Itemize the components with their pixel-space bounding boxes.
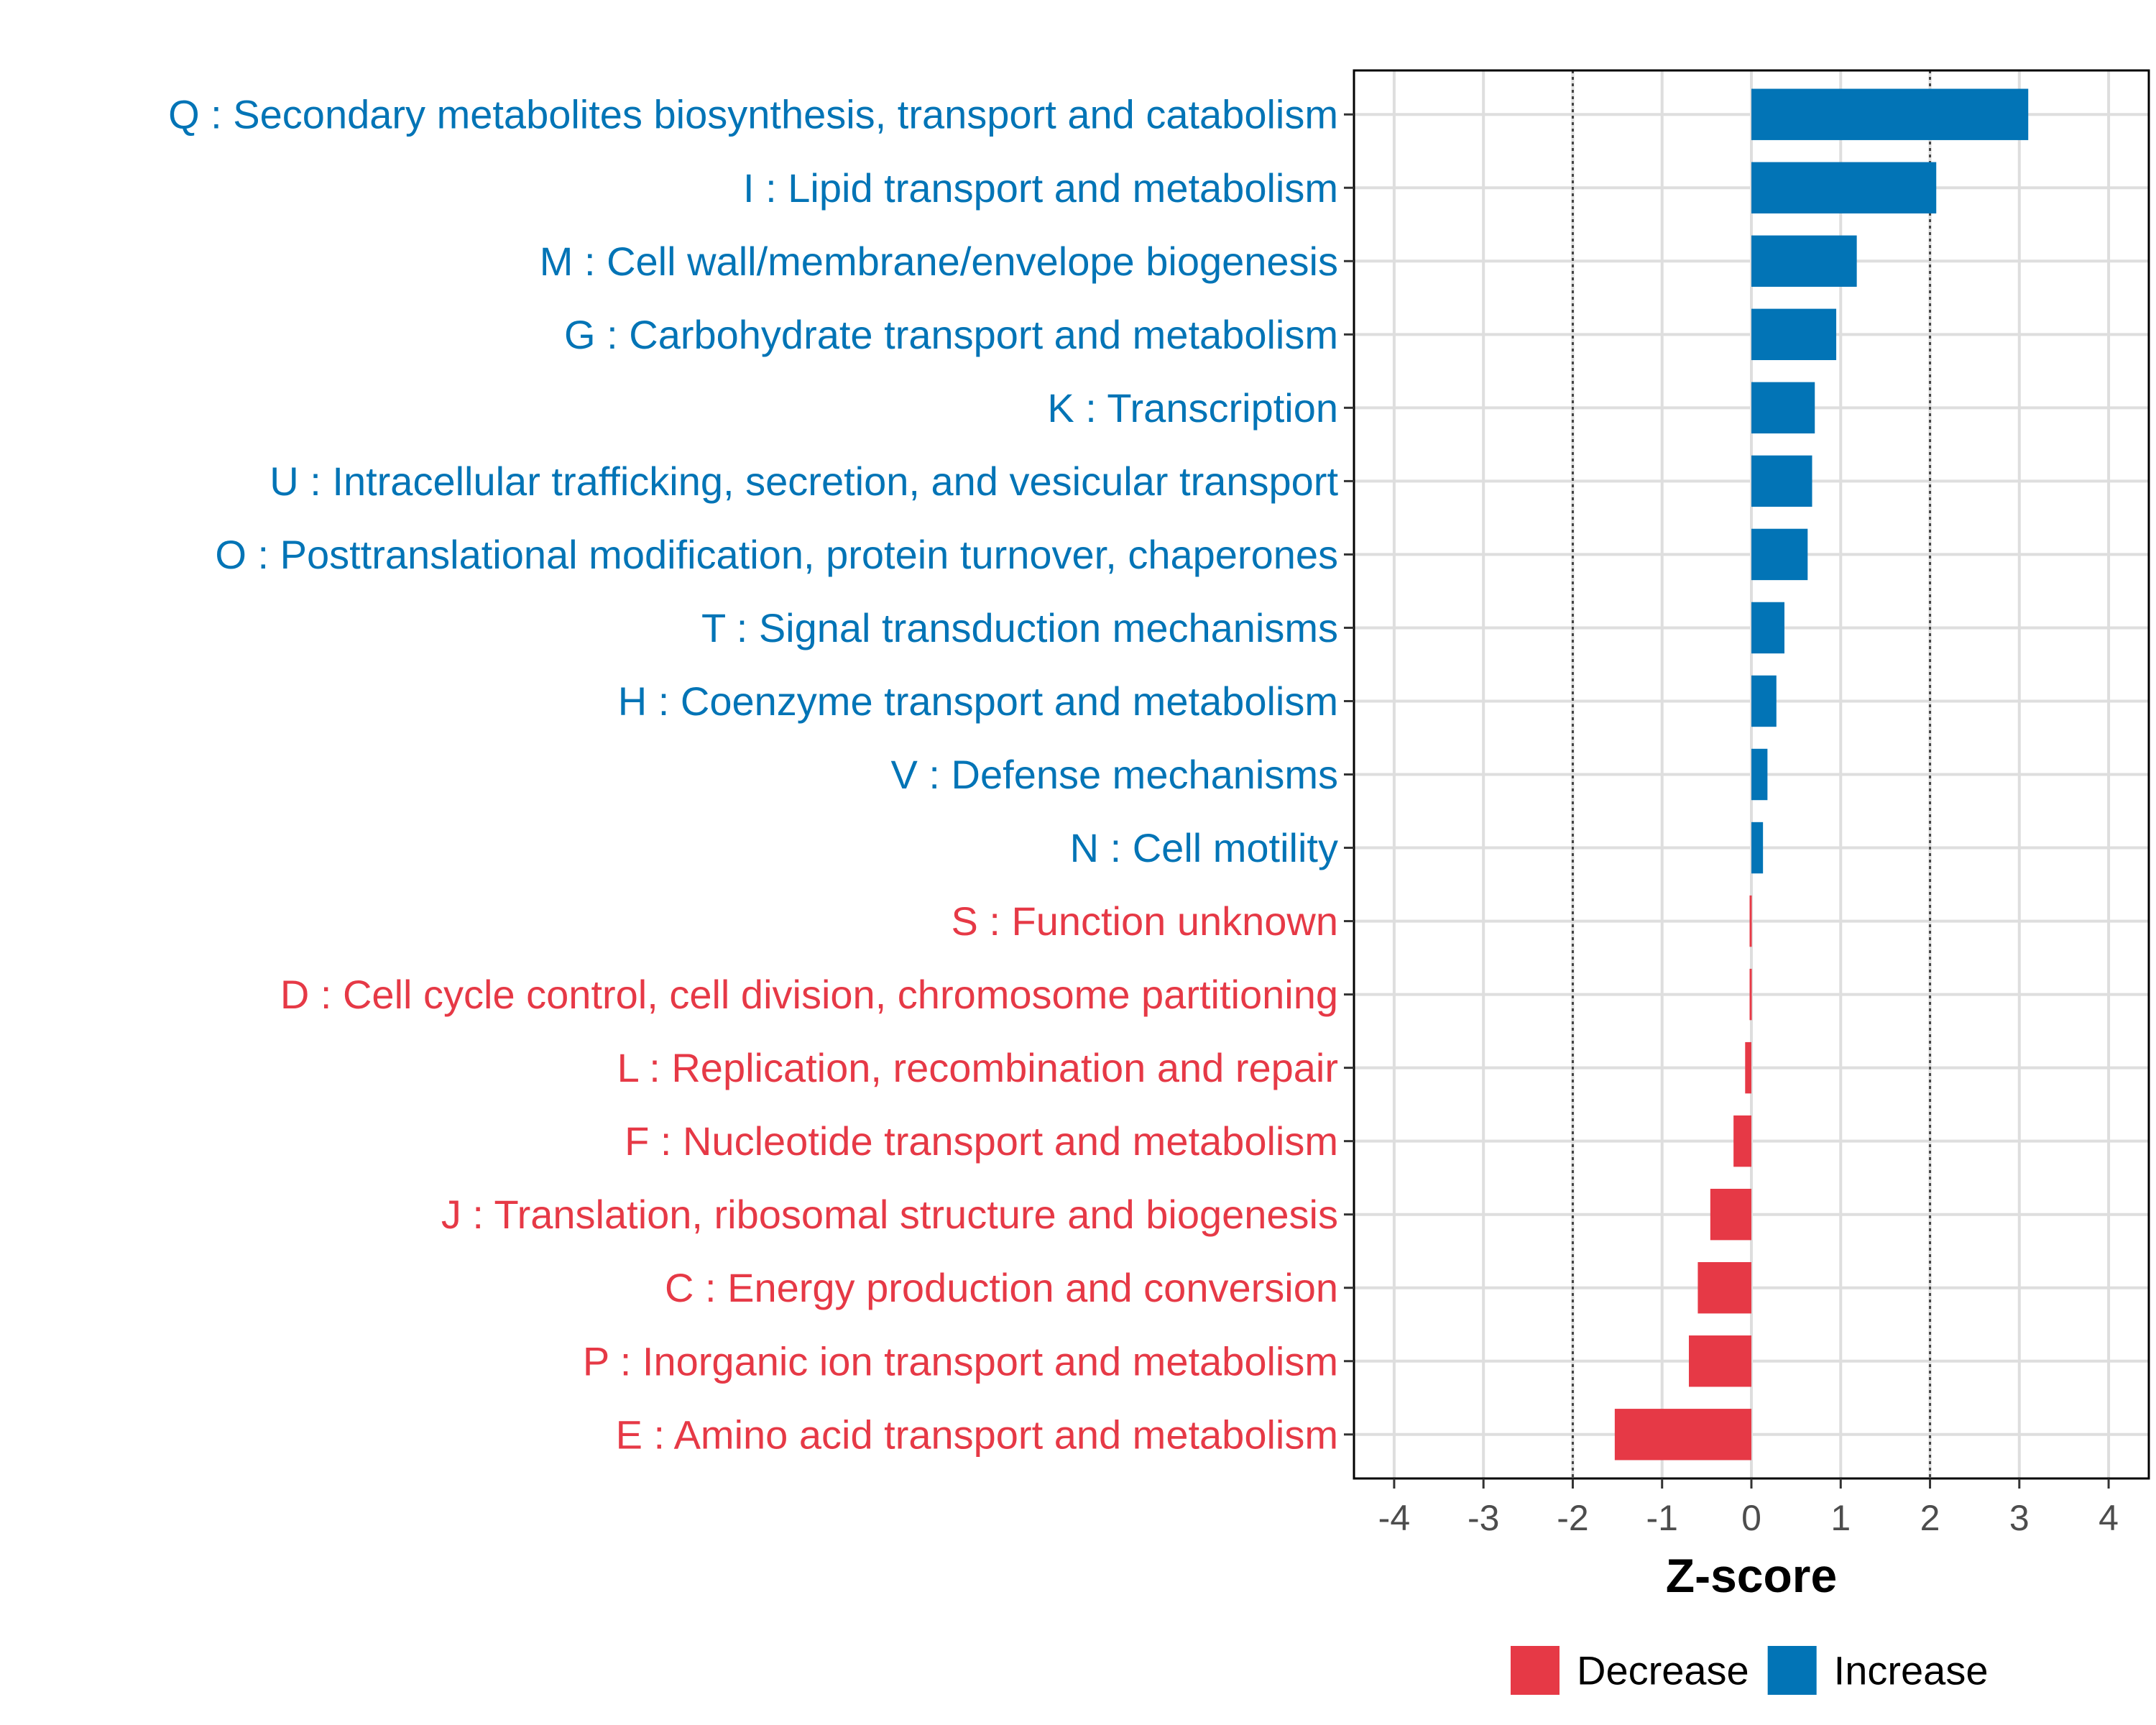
legend: Decrease Increase [1511, 1646, 1988, 1695]
bar [1751, 235, 1857, 287]
category-label: S : Function unknown [951, 898, 1338, 944]
category-label: D : Cell cycle control, cell division, c… [280, 972, 1338, 1017]
category-label: F : Nucleotide transport and metabolism [625, 1118, 1338, 1164]
legend-swatch-decrease [1511, 1646, 1560, 1695]
bar [1749, 895, 1752, 947]
category-label: V : Defense mechanisms [891, 752, 1338, 797]
bar [1751, 528, 1808, 581]
category-label: C : Energy production and conversion [665, 1265, 1338, 1310]
x-tick-label: 1 [1830, 1498, 1851, 1538]
category-label: M : Cell wall/membrane/envelope biogenes… [540, 239, 1338, 284]
legend-label-decrease: Decrease [1577, 1648, 1749, 1693]
x-axis-labels: -4 -3 -2 -1 0 1 2 3 4 [1378, 1498, 2119, 1538]
category-label: Q : Secondary metabolites biosynthesis, … [168, 92, 1338, 137]
bar [1751, 455, 1812, 507]
bar [1751, 602, 1784, 654]
y-axis-labels: Q : Secondary metabolites biosynthesis, … [168, 92, 1338, 1458]
bar [1751, 162, 1937, 213]
category-label: I : Lipid transport and metabolism [743, 165, 1338, 211]
category-label: G : Carbohydrate transport and metabolis… [564, 312, 1338, 357]
bar [1751, 822, 1764, 874]
x-tick-label: 4 [2099, 1498, 2119, 1538]
category-label: T : Signal transduction mechanisms [701, 605, 1338, 650]
bars [1614, 88, 2029, 1460]
bar [1697, 1262, 1751, 1314]
legend-swatch-increase [1767, 1646, 1817, 1695]
category-label: O : Posttranslational modification, prot… [215, 532, 1338, 577]
x-tick-label: -3 [1468, 1498, 1499, 1538]
bar [1749, 968, 1752, 1021]
x-tick-label: 0 [1741, 1498, 1761, 1538]
bar [1733, 1115, 1751, 1167]
x-tick-label: 2 [1920, 1498, 1940, 1538]
category-label: H : Coenzyme transport and metabolism [618, 678, 1338, 724]
category-label: N : Cell motility [1070, 825, 1338, 870]
category-label: U : Intracellular trafficking, secretion… [270, 459, 1338, 504]
bar [1689, 1335, 1751, 1387]
x-axis-ticks [1393, 1478, 2110, 1489]
reference-lines [1571, 70, 1932, 1478]
category-label: P : Inorganic ion transport and metaboli… [583, 1338, 1338, 1384]
bar [1710, 1188, 1751, 1241]
x-tick-label: -2 [1557, 1498, 1588, 1538]
bar [1745, 1041, 1751, 1094]
x-tick-label: -1 [1646, 1498, 1677, 1538]
y-axis-ticks [1344, 113, 1354, 1436]
category-label: E : Amino acid transport and metabolism [616, 1412, 1338, 1457]
legend-label-increase: Increase [1834, 1648, 1989, 1693]
bar [1751, 382, 1815, 434]
x-tick-label: 3 [2009, 1498, 2030, 1538]
bar [1751, 748, 1768, 801]
bar [1614, 1409, 1751, 1460]
bar [1751, 308, 1837, 361]
bar [1751, 675, 1777, 727]
x-tick-label: -4 [1378, 1498, 1410, 1538]
category-label: J : Translation, ribosomal structure and… [441, 1192, 1338, 1237]
category-label: K : Transcription [1047, 385, 1338, 431]
x-axis-title: Z-score [1666, 1549, 1837, 1602]
category-label: L : Replication, recombination and repai… [617, 1045, 1338, 1090]
bar [1751, 88, 2029, 140]
